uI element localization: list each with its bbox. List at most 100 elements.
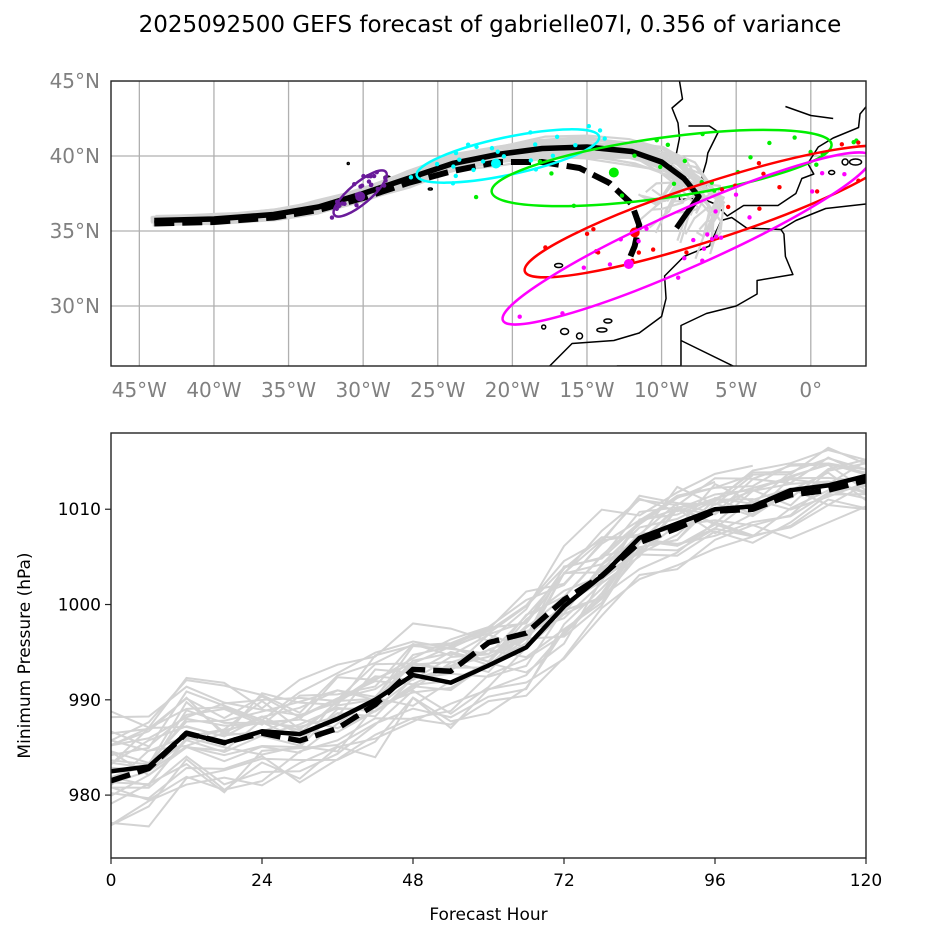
ensemble-position-dot — [636, 238, 641, 244]
ensemble-position-dot — [665, 142, 671, 148]
country-border — [680, 229, 794, 341]
map-lon-tick-label: 25°W — [410, 378, 465, 402]
ensemble-position-dot — [842, 171, 847, 177]
ensemble-position-dot — [719, 187, 725, 192]
ensemble-position-dot — [329, 215, 335, 220]
figure-title: 2025092500 GEFS forecast of gabrielle07l… — [138, 12, 842, 38]
ensemble-pressure-line — [111, 464, 753, 729]
ensemble-pressure-line — [111, 493, 866, 828]
uncertainty-ellipse-green — [490, 128, 833, 208]
pressure-plot-area — [111, 446, 866, 828]
ensemble-position-dot — [767, 140, 772, 146]
pressure-plot-panel: 0 24 48 72 96 120 980 990 1000 1010 Forecast Hour M… — [15, 432, 882, 925]
ensemble-position-dot — [757, 206, 762, 211]
x-tick-label: 0 — [106, 871, 117, 891]
map-lon-tick-label: 30°W — [336, 378, 391, 402]
pressure-mean-dashed — [111, 477, 866, 784]
island-outline — [575, 332, 584, 340]
ensemble-position-dot — [819, 170, 825, 176]
ensemble-pressure-line — [111, 474, 754, 719]
uncertainty-ellipse-magenta — [501, 151, 866, 326]
ensemble-position-dot — [342, 201, 347, 207]
map-lon-tick-label: 40°W — [186, 378, 241, 402]
ensemble-position-dot — [607, 262, 613, 267]
ensemble-position-dot — [650, 247, 656, 252]
y-tick-label: 1010 — [58, 500, 101, 520]
ensemble-position-dot — [713, 209, 718, 214]
ensemble-position-dot — [591, 226, 596, 232]
y-tick-label: 990 — [69, 691, 101, 711]
ensemble-position-dot — [747, 215, 752, 220]
ensemble-position-dot — [495, 149, 500, 154]
ensemble-pressure-line — [111, 448, 866, 735]
ensemble-pressure-line — [111, 446, 866, 742]
pressure-mean-solid — [111, 473, 866, 774]
ensemble-position-dot — [473, 194, 479, 200]
ensemble-position-dot — [890, 166, 894, 170]
ensemble-pressure-line — [111, 471, 791, 766]
ensemble-position-dot — [354, 202, 359, 208]
x-axis-label: Forecast Hour — [429, 905, 547, 925]
x-tick-label: 48 — [402, 871, 424, 891]
island-outline — [827, 169, 836, 176]
ensemble-position-dot — [682, 158, 688, 164]
ellipse-mean-dot-purple — [355, 191, 366, 202]
y-axis-label: Minimum Pressure (hPa) — [15, 552, 35, 758]
ensemble-position-dot — [501, 154, 507, 159]
map-plot-area — [111, 81, 894, 366]
map-lon-tick-label: 35°W — [261, 378, 316, 402]
ensemble-position-dot — [453, 173, 458, 179]
ensemble-position-dot — [814, 162, 819, 167]
ensemble-position-dot — [701, 246, 707, 251]
ensemble-position-dot — [359, 183, 365, 188]
ensemble-position-dot — [369, 182, 374, 187]
ensemble-position-dot — [528, 158, 534, 163]
x-tick-label: 120 — [850, 871, 882, 891]
ensemble-position-dot — [471, 167, 476, 173]
ensemble-position-dot — [457, 157, 462, 162]
island-outline — [848, 158, 863, 166]
y-tick-label: 980 — [69, 786, 101, 806]
map-lon-tick-label: 5°W — [715, 378, 758, 402]
ensemble-position-dot — [550, 153, 556, 158]
map-lon-tick-label: 15°W — [559, 378, 614, 402]
ensemble-position-dot — [549, 171, 554, 176]
ensemble-position-dot — [619, 193, 625, 198]
ensemble-pressure-line — [111, 504, 866, 800]
ensemble-position-dot — [517, 314, 522, 319]
ensemble-position-dot — [602, 136, 607, 141]
ensemble-position-dot — [777, 184, 782, 190]
ensemble-position-dot — [632, 153, 637, 158]
ensemble-position-dot — [336, 203, 342, 209]
ensemble-position-dot — [756, 161, 762, 166]
island-outline — [346, 161, 350, 166]
ensemble-position-dot — [761, 171, 766, 176]
ensemble-position-dot — [366, 179, 372, 184]
ensemble-position-dot — [597, 128, 603, 133]
ensemble-position-dot — [888, 140, 892, 144]
island-outline — [603, 318, 613, 324]
x-tick-label: 96 — [704, 871, 726, 891]
ensemble-position-dot — [748, 155, 753, 160]
uncertainty-ellipse-purple — [332, 169, 389, 218]
x-tick-label: 72 — [553, 871, 575, 891]
uncertainty-ellipse-red — [523, 144, 866, 279]
ensemble-position-dot — [809, 189, 815, 194]
island-outline — [559, 327, 570, 336]
ellipse-mean-dot-magenta — [623, 259, 634, 269]
ensemble-track — [152, 151, 678, 224]
ensemble-position-dot — [573, 143, 578, 148]
ensemble-track — [155, 135, 716, 218]
x-tick-label: 24 — [251, 871, 273, 891]
map-lon-tick-label: 45°W — [112, 378, 167, 402]
ensemble-position-dot — [586, 124, 591, 129]
ellipse-mean-dot-green — [608, 167, 619, 178]
island-outline — [596, 327, 608, 333]
ensemble-position-dot — [725, 204, 731, 210]
ensemble-position-dot — [451, 164, 456, 169]
ensemble-position-dot — [714, 234, 719, 239]
ensemble-position-dot — [533, 142, 538, 147]
ensemble-position-dot — [705, 232, 710, 237]
